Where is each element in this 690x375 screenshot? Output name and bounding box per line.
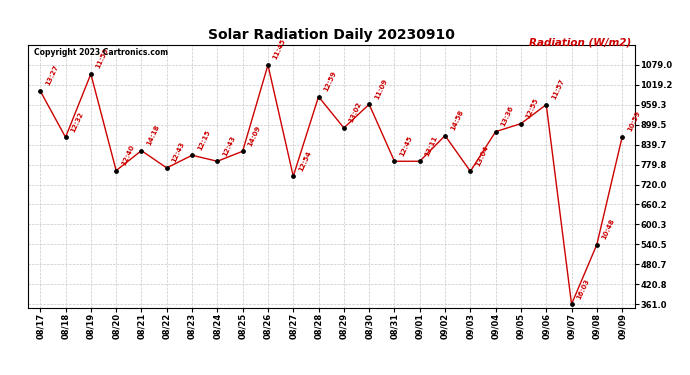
Point xyxy=(515,121,526,127)
Text: 12:43: 12:43 xyxy=(221,134,237,157)
Text: 14:18: 14:18 xyxy=(146,124,161,146)
Point xyxy=(288,173,299,179)
Text: 10:59: 10:59 xyxy=(627,110,641,133)
Point xyxy=(541,102,552,108)
Text: 12:54: 12:54 xyxy=(297,150,312,172)
Point xyxy=(86,71,97,77)
Text: 11:45: 11:45 xyxy=(272,38,287,61)
Text: 13:11: 13:11 xyxy=(424,134,439,157)
Point xyxy=(338,125,349,131)
Text: 13:02: 13:02 xyxy=(348,101,363,124)
Point xyxy=(440,133,451,139)
Text: 13:36: 13:36 xyxy=(500,105,515,128)
Text: 11:09: 11:09 xyxy=(373,77,388,100)
Point xyxy=(34,88,46,94)
Point xyxy=(490,129,501,135)
Point xyxy=(110,168,121,174)
Point xyxy=(136,148,147,154)
Point xyxy=(60,134,71,140)
Text: 12:45: 12:45 xyxy=(399,135,413,157)
Text: 12:43: 12:43 xyxy=(171,141,186,164)
Text: 12:15: 12:15 xyxy=(196,129,211,151)
Text: 12:40: 12:40 xyxy=(120,144,135,166)
Point xyxy=(389,158,400,164)
Text: 14:09: 14:09 xyxy=(247,124,262,147)
Point xyxy=(186,152,197,158)
Text: 13:04: 13:04 xyxy=(475,144,489,167)
Text: 14:58: 14:58 xyxy=(449,109,464,132)
Text: 11:55: 11:55 xyxy=(95,47,110,70)
Text: 16:03: 16:03 xyxy=(575,278,591,300)
Text: Copyright 2023 Cartronics.com: Copyright 2023 Cartronics.com xyxy=(34,48,168,57)
Text: 12:55: 12:55 xyxy=(525,97,540,120)
Point xyxy=(262,62,273,68)
Point xyxy=(313,94,324,100)
Point xyxy=(364,101,375,107)
Point xyxy=(465,168,476,174)
Text: Radiation (W/m2): Radiation (W/m2) xyxy=(529,38,631,48)
Point xyxy=(212,158,223,164)
Text: 12:32: 12:32 xyxy=(70,111,84,133)
Point xyxy=(414,158,425,164)
Title: Solar Radiation Daily 20230910: Solar Radiation Daily 20230910 xyxy=(208,28,455,42)
Text: 10:48: 10:48 xyxy=(601,217,616,240)
Point xyxy=(591,242,602,248)
Text: 12:59: 12:59 xyxy=(323,70,337,93)
Point xyxy=(161,165,172,171)
Point xyxy=(237,148,248,154)
Text: 11:57: 11:57 xyxy=(551,78,565,101)
Text: 13:27: 13:27 xyxy=(44,64,59,87)
Point xyxy=(566,301,577,307)
Point xyxy=(617,134,628,140)
